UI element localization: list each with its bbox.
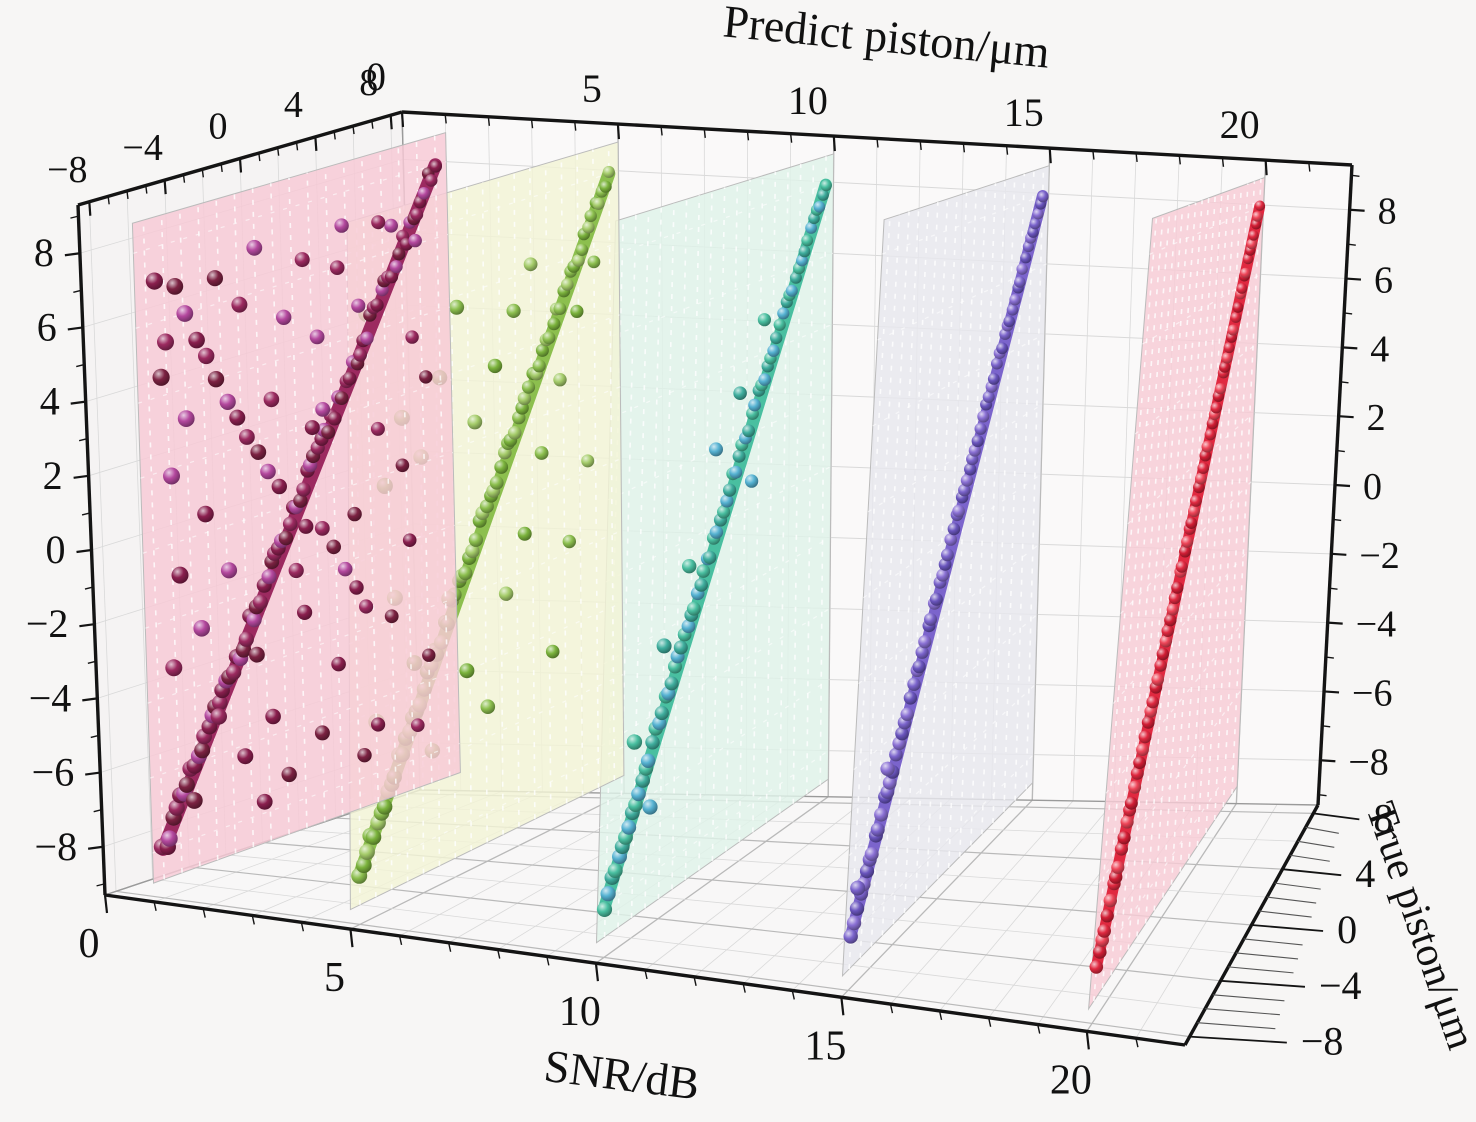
snr-top-tick-label: 10 [788,78,828,123]
identity-line [1089,200,1266,974]
predict-right-tick-label: 6 [1374,260,1393,302]
true-top-tick-label: 8 [359,62,378,104]
predict-left-tick-label: −2 [26,601,69,646]
true-right-tick-label: 8 [1373,795,1393,840]
predict-axis-title: Predict piston/μm [721,0,1052,78]
identity-line [153,158,443,856]
snr-plane-1 [131,131,461,884]
outlier-points [850,761,895,896]
true-axis-title: True piston/μm [1357,796,1476,1055]
snr-tick-label: 15 [804,1023,846,1069]
predict-left-tick-label: 2 [43,453,63,498]
predict-right-tick-label: 4 [1370,328,1389,370]
predict-right-tick-label: 0 [1363,466,1382,508]
snr-top-tick-label: 0 [366,54,386,99]
snr-tick-label: 5 [324,955,345,1001]
true-top-tick-label: 4 [284,84,303,126]
identity-line [596,178,832,918]
true-right-tick-label: −4 [1319,963,1362,1008]
true-right-tick-label: −8 [1301,1019,1344,1064]
true-top-tick-label: −4 [122,127,162,169]
predict-right-tick-label: 8 [1378,191,1397,233]
outlier-points [145,215,436,810]
snr-axis-title: SNR/dB [541,1040,702,1110]
true-top-tick-label: 0 [209,106,228,148]
box-frame [64,110,1365,1050]
snr-tick-label: 20 [1050,1057,1092,1103]
snr-plane-15 [841,165,1050,978]
snr-plane-20 [1087,176,1266,1011]
snr-top-tick-label: 5 [582,66,602,111]
snr-plane-10 [595,153,835,944]
predict-right-tick-label: −2 [1359,535,1399,577]
snr-top-tick-label: 15 [1004,90,1044,135]
predict-right-tick-label: −8 [1348,741,1388,783]
predict-left-tick-label: 0 [46,527,66,572]
snr-top-tick-label: 20 [1220,102,1260,147]
predict-left-tick-label: 6 [37,304,57,349]
predict-right-tick-label: 2 [1367,397,1386,439]
true-right-tick-label: 4 [1355,851,1375,896]
true-top-tick-label: −8 [47,149,87,191]
predict-left-tick-label: 4 [40,379,60,424]
true-right-tick-label: 0 [1337,907,1357,952]
predict-left-tick-label: −8 [35,824,78,869]
snr-planes [131,131,1266,1011]
snr-tick-label: 0 [79,921,100,967]
snr-tick-label: 10 [559,989,601,1035]
outlier-points [626,313,772,815]
predict-right-tick-label: −4 [1356,604,1396,646]
predict-left-tick-label: −4 [29,675,72,720]
predict-right-tick-label: −6 [1352,672,1392,714]
predict-left-tick-label: −6 [32,750,75,795]
predict-left-tick-label: 8 [34,230,54,275]
